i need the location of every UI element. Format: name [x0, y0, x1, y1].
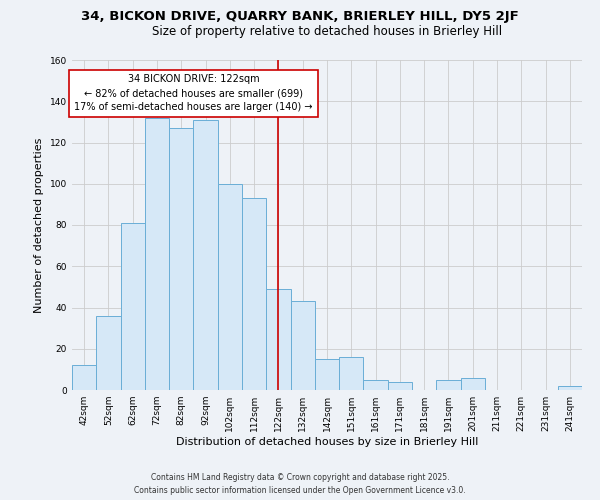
Bar	[169, 128, 193, 390]
Bar	[96, 316, 121, 390]
Text: Contains HM Land Registry data © Crown copyright and database right 2025.
Contai: Contains HM Land Registry data © Crown c…	[134, 474, 466, 495]
Bar	[290, 302, 315, 390]
Text: 34 BICKON DRIVE: 122sqm
← 82% of detached houses are smaller (699)
17% of semi-d: 34 BICKON DRIVE: 122sqm ← 82% of detache…	[74, 74, 313, 112]
X-axis label: Distribution of detached houses by size in Brierley Hill: Distribution of detached houses by size …	[176, 437, 478, 447]
Title: Size of property relative to detached houses in Brierley Hill: Size of property relative to detached ho…	[152, 25, 502, 38]
Bar	[315, 359, 339, 390]
Bar	[461, 378, 485, 390]
Bar	[145, 118, 169, 390]
Text: 34, BICKON DRIVE, QUARRY BANK, BRIERLEY HILL, DY5 2JF: 34, BICKON DRIVE, QUARRY BANK, BRIERLEY …	[81, 10, 519, 23]
Bar	[388, 382, 412, 390]
Bar	[218, 184, 242, 390]
Bar	[72, 365, 96, 390]
Bar	[436, 380, 461, 390]
Bar	[266, 289, 290, 390]
Bar	[121, 223, 145, 390]
Bar	[193, 120, 218, 390]
Bar	[364, 380, 388, 390]
Bar	[242, 198, 266, 390]
Bar	[558, 386, 582, 390]
Bar	[339, 357, 364, 390]
Y-axis label: Number of detached properties: Number of detached properties	[34, 138, 44, 312]
